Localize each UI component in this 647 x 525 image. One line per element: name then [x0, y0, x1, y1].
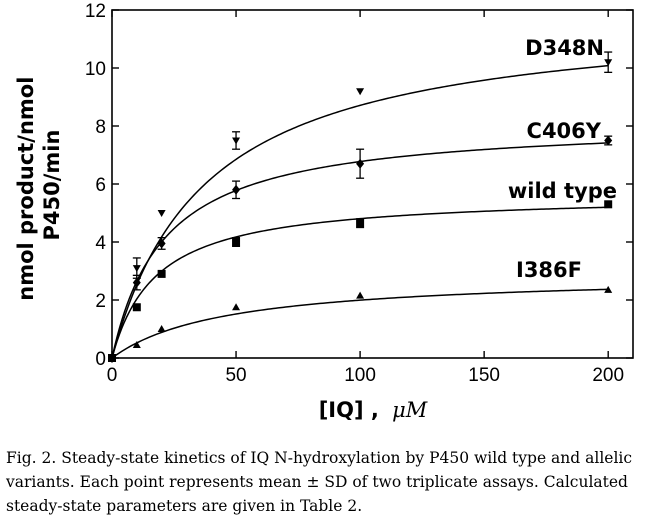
axis-ticks: 0 50 100 150 200 0 2 4 6 8 10 12 [85, 1, 633, 386]
data-point [108, 354, 116, 361]
data-point [157, 269, 166, 278]
data-point [356, 291, 365, 299]
data-point [132, 277, 141, 288]
data-point [604, 135, 613, 146]
y-tick-label: 6 [95, 175, 106, 196]
data-point [232, 238, 241, 246]
data-point [356, 88, 365, 96]
data-point [604, 59, 613, 67]
data-point [356, 219, 365, 228]
fit-curve-d348n [111, 64, 609, 359]
series-label: C406Y [527, 119, 602, 143]
series-label: D348N [525, 36, 604, 60]
data-point [132, 265, 141, 273]
data-point [157, 210, 166, 217]
x-tick-label: 100 [344, 365, 376, 386]
x-tick-label: 50 [225, 365, 246, 386]
data-points [108, 51, 613, 363]
x-tick-label: 150 [468, 365, 500, 386]
figure-caption: Fig. 2. Steady-state kinetics of IQ N-hy… [6, 449, 633, 515]
data-point [604, 285, 613, 293]
y-axis-title-line1: nmol product/nmol [14, 77, 38, 301]
fit-curves [111, 64, 609, 359]
y-tick-label: 4 [95, 233, 106, 254]
y-tick-label: 10 [85, 59, 106, 80]
y-tick-label: 12 [85, 1, 106, 22]
series-label: I386F [516, 258, 582, 282]
x-axis-title-unit: μM [392, 398, 428, 422]
data-point [356, 158, 365, 169]
y-tick-label: 2 [95, 291, 106, 312]
x-tick-label: 0 [107, 365, 118, 386]
kinetics-chart: 0 50 100 150 200 0 2 4 6 8 10 12 D348N C406Y wild typ… [14, 1, 634, 422]
data-point [604, 200, 613, 209]
fit-curve-wild-type [111, 206, 609, 359]
data-point [157, 238, 166, 249]
data-point [232, 184, 241, 195]
data-point [132, 303, 141, 312]
x-axis-title: [IQ] , μM [319, 398, 428, 422]
data-point [232, 303, 241, 311]
data-point [232, 137, 241, 145]
y-tick-label: 8 [95, 117, 106, 138]
x-axis-title-main: [IQ] , [319, 398, 379, 422]
y-tick-label: 0 [95, 349, 106, 370]
fit-curve-i386f [111, 288, 609, 359]
y-axis-title-line2: P450/min [40, 130, 64, 241]
series-labels: D348N C406Y wild type I386F [508, 36, 617, 282]
x-tick-label: 200 [592, 365, 624, 386]
data-point [132, 340, 141, 348]
y-axis-title: nmol product/nmol P450/min [14, 69, 64, 301]
data-point [157, 325, 166, 332]
series-label: wild type [508, 179, 617, 203]
